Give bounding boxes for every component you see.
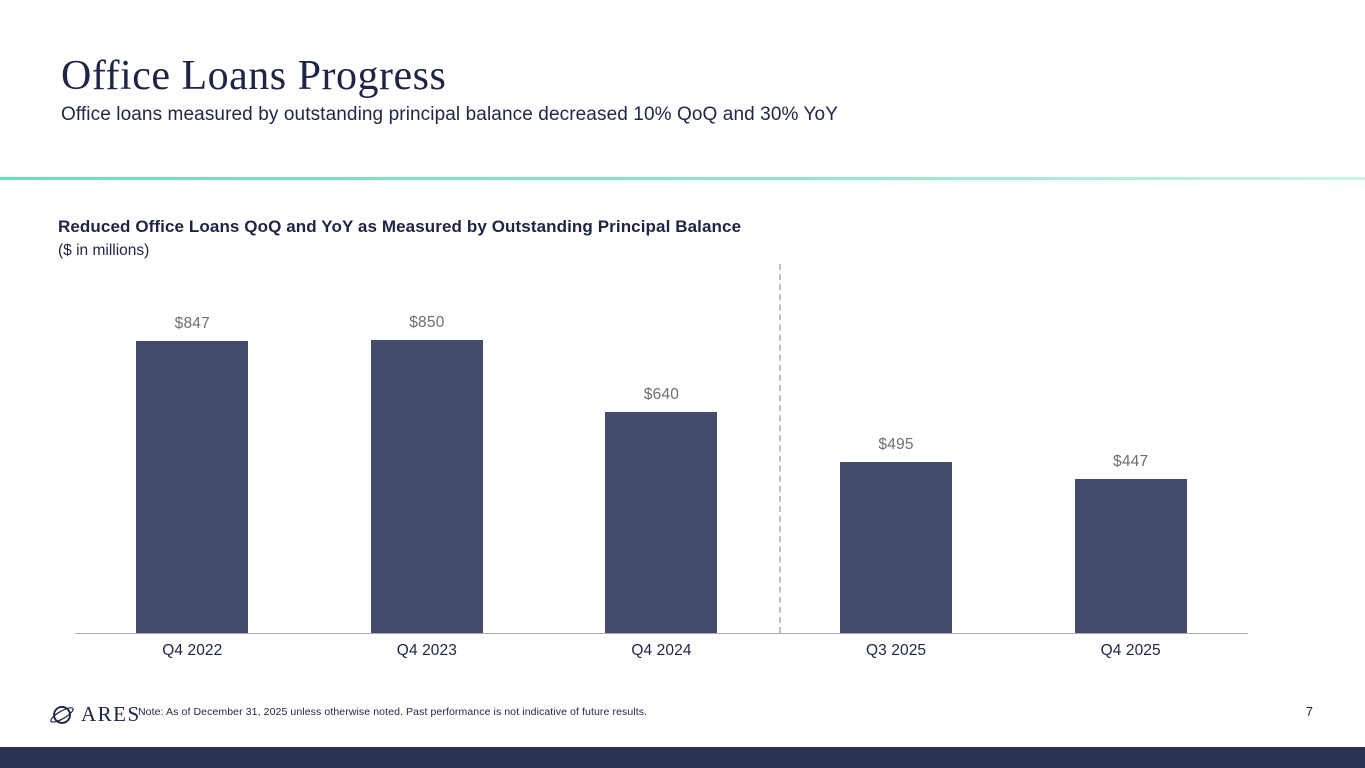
category-label: Q4 2024 (631, 642, 692, 659)
logo-wordmark: ARES (81, 701, 141, 726)
slide-header: Office Loans Progress Office loans measu… (61, 52, 838, 126)
chart-title: Reduced Office Loans QoQ and YoY as Meas… (58, 217, 742, 236)
category-label: Q4 2025 (1100, 642, 1161, 659)
bottom-brand-bar (0, 747, 1365, 768)
bar-column: $640 (544, 264, 779, 633)
category-label: Q4 2022 (162, 642, 223, 659)
bar (370, 340, 483, 633)
bar-column: $495 (779, 264, 1014, 633)
page-number: 7 (1305, 704, 1313, 719)
bar-chart-categories: Q4 2022 Q4 2023 Q4 2024 Q3 2025 Q4 2025 (75, 642, 1248, 660)
footnote: Note: As of December 31, 2025 unless oth… (138, 706, 648, 718)
bar-column: $850 (310, 264, 545, 633)
bar-chart: $847 $850 $640 $495 $447 (75, 264, 1248, 634)
bar-column: $847 (75, 264, 310, 633)
bar-value-label: $447 (1113, 453, 1149, 470)
bar (1074, 479, 1187, 633)
bar-value-label: $850 (409, 314, 445, 331)
period-separator-dashed-line (778, 264, 781, 633)
page-title: Office Loans Progress (61, 53, 447, 99)
company-logo: ARES (47, 699, 141, 729)
chart-heading: Reduced Office Loans QoQ and YoY as Meas… (58, 217, 741, 260)
bar (605, 412, 718, 633)
bar-column: $447 (1013, 264, 1248, 633)
category-label: Q3 2025 (865, 642, 927, 659)
bar (840, 462, 953, 633)
page-subtitle: Office loans measured by outstanding pri… (61, 104, 838, 126)
bar-value-label: $847 (174, 315, 210, 332)
ares-orbit-icon (50, 706, 74, 724)
bar (136, 341, 249, 633)
bar-chart-plot: $847 $850 $640 $495 $447 (75, 264, 1248, 633)
chart-units-label: ($ in millions) (58, 242, 150, 259)
teal-divider-line (0, 177, 1365, 180)
bar-value-label: $495 (878, 436, 914, 453)
bar-value-label: $640 (643, 386, 680, 403)
category-label: Q4 2023 (396, 642, 457, 659)
